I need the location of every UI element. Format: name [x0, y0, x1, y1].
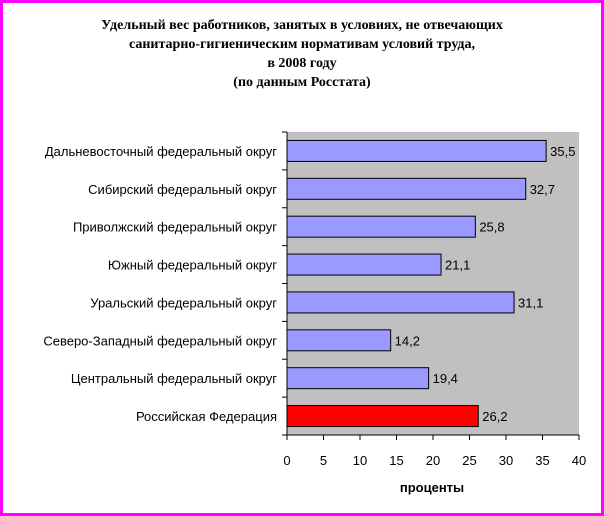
- x-tick-label: 20: [426, 453, 440, 468]
- data-label: 19,4: [433, 371, 458, 386]
- data-label: 26,2: [482, 409, 507, 424]
- bar: [286, 291, 515, 314]
- data-label: 21,1: [445, 258, 470, 273]
- category-label: Уральский федеральный округ: [90, 295, 277, 310]
- bar: [286, 215, 476, 238]
- category-label: Приволжский федеральный округ: [73, 220, 277, 235]
- chart-title-line-2: санитарно-гигиеническим нормативам услов…: [128, 37, 476, 52]
- data-label: 31,1: [518, 295, 543, 310]
- x-tick-label: 35: [535, 453, 549, 468]
- bar: [286, 177, 527, 200]
- x-tick-label: 40: [572, 453, 586, 468]
- chart-title-line-4: (по данным Росстата): [233, 75, 371, 90]
- category-label: Российская Федерация: [136, 409, 277, 424]
- chart-title: Удельный вес работников, занятых в услов…: [3, 16, 601, 92]
- data-label: 14,2: [395, 333, 420, 348]
- category-label: Сибирский федеральный округ: [88, 182, 277, 197]
- bar: [286, 405, 479, 428]
- x-tick-label: 0: [283, 453, 290, 468]
- x-tick-label: 10: [353, 453, 367, 468]
- data-label: 32,7: [530, 182, 555, 197]
- category-label: Северо-Западный федеральный округ: [43, 333, 277, 348]
- bar: [286, 329, 392, 352]
- category-label: Дальневосточный федеральный округ: [45, 144, 277, 159]
- x-tick-label: 30: [499, 453, 513, 468]
- x-axis-label: проценты: [400, 480, 464, 495]
- x-tick-label: 5: [320, 453, 327, 468]
- x-tick-label: 15: [389, 453, 403, 468]
- chart-title-line-3: в 2008 году: [267, 56, 337, 71]
- x-tick-label: 25: [462, 453, 476, 468]
- plot-area: [287, 132, 579, 435]
- category-label: Южный федеральный округ: [108, 258, 277, 273]
- chart-title-line-1: Удельный вес работников, занятых в услов…: [101, 18, 503, 33]
- bar: [286, 367, 430, 390]
- bar: [286, 139, 547, 162]
- bar: [286, 253, 442, 276]
- data-label: 25,8: [479, 220, 504, 235]
- data-label: 35,5: [550, 144, 575, 159]
- category-label: Центральный федеральный округ: [71, 371, 277, 386]
